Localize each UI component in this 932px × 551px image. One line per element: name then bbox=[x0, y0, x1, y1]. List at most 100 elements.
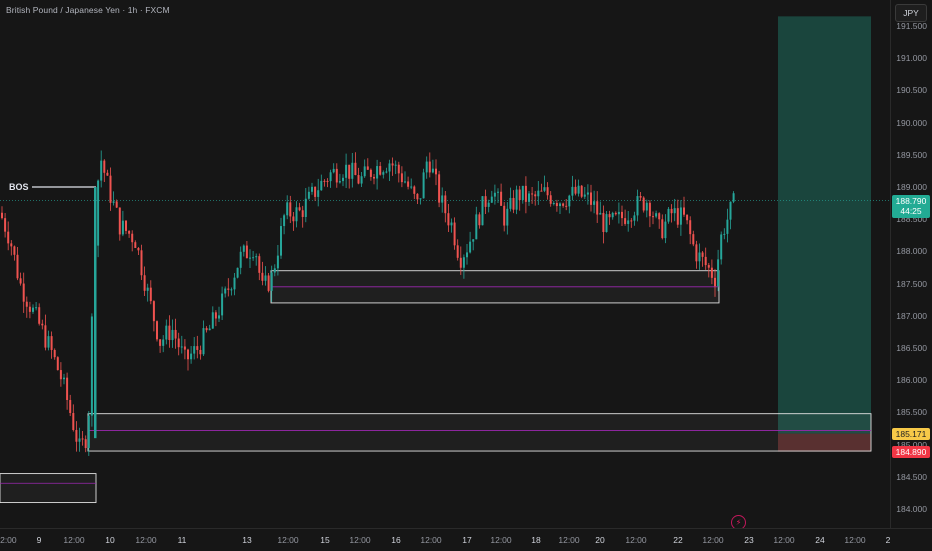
candle-body bbox=[149, 287, 152, 302]
candle-body bbox=[376, 166, 379, 179]
time-tick-label: 20 bbox=[595, 535, 605, 545]
candle-body bbox=[481, 196, 484, 226]
candle-body bbox=[50, 336, 53, 350]
time-tick-label: 12:00 bbox=[420, 535, 442, 545]
candle-body bbox=[664, 221, 667, 239]
candle-body bbox=[531, 193, 534, 195]
candle-body bbox=[655, 213, 658, 217]
candle-body bbox=[236, 267, 239, 278]
candle-body bbox=[661, 219, 664, 239]
candle-body bbox=[642, 197, 645, 211]
candle-body bbox=[283, 215, 286, 227]
candle-body bbox=[128, 230, 131, 234]
candle-body bbox=[571, 186, 574, 196]
candle-body bbox=[360, 176, 363, 184]
candle-body bbox=[450, 222, 453, 226]
candle-body bbox=[59, 370, 62, 380]
candle-body bbox=[112, 201, 115, 203]
candle-body bbox=[90, 316, 93, 416]
candle-body bbox=[280, 226, 282, 256]
candle-body bbox=[255, 256, 258, 258]
time-tick-label: 12:00 bbox=[625, 535, 647, 545]
candle-body bbox=[81, 438, 84, 440]
price-tick-label: 184.500 bbox=[896, 471, 927, 482]
candle-body bbox=[683, 207, 685, 215]
price-tick-label: 186.500 bbox=[896, 343, 927, 353]
candle-body bbox=[658, 213, 661, 220]
time-tick-label: 9 bbox=[36, 535, 42, 545]
candle-body bbox=[704, 256, 707, 266]
target-zone bbox=[778, 16, 871, 434]
candle-body bbox=[78, 438, 81, 442]
candle-body bbox=[245, 245, 248, 259]
candle-body bbox=[621, 211, 623, 219]
candle-body bbox=[667, 208, 670, 222]
price-tick-label: 185.500 bbox=[896, 407, 927, 418]
candle-body bbox=[509, 197, 512, 209]
candle-body bbox=[602, 212, 605, 233]
candle-body bbox=[388, 163, 391, 172]
price-tick-label: 184.000 bbox=[896, 504, 927, 514]
time-tick-label: 13 bbox=[242, 535, 252, 545]
candle-body bbox=[726, 219, 729, 234]
candle-body bbox=[478, 214, 481, 226]
time-tick-label: 10 bbox=[105, 535, 115, 545]
candle-body bbox=[252, 257, 255, 259]
price-axis[interactable]: 191.500 191.000 190.500 190.000 189.500 189.0… bbox=[890, 0, 932, 528]
stop-zone bbox=[778, 433, 871, 452]
candle-body bbox=[586, 192, 589, 195]
candle-body bbox=[199, 349, 202, 355]
candle-body bbox=[7, 231, 10, 244]
target-price-tag: 185.171 bbox=[892, 428, 930, 440]
time-tick-label: 12:00 bbox=[135, 535, 157, 545]
candle-body bbox=[425, 161, 428, 173]
currency-selector[interactable]: JPY bbox=[895, 4, 927, 22]
candle-body bbox=[261, 272, 264, 281]
candle-body bbox=[679, 207, 682, 225]
time-axis[interactable]: 12:00 9 12:00 10 12:00 11 13 12:00 15 12:00 16 12:0… bbox=[0, 528, 932, 551]
time-tick-label: 12:00 bbox=[702, 535, 724, 545]
symbol-title[interactable]: British Pound / Japanese Yen · 1h · FXCM bbox=[6, 5, 170, 15]
candle-body bbox=[307, 191, 310, 199]
candle-body bbox=[552, 203, 555, 205]
candle-body bbox=[103, 160, 106, 173]
time-tick-label: 12:00 bbox=[490, 535, 512, 545]
candle-body bbox=[503, 205, 506, 226]
candle-body bbox=[187, 349, 189, 360]
candlestick-chart[interactable] bbox=[0, 0, 890, 528]
candle-body bbox=[326, 180, 329, 182]
candle-body bbox=[459, 257, 462, 268]
candle-body bbox=[596, 201, 599, 215]
chart-area[interactable]: British Pound / Japanese Yen · 1h · FXCM… bbox=[0, 0, 890, 530]
candle-body bbox=[512, 197, 515, 210]
candle-body bbox=[56, 357, 59, 371]
candle-body bbox=[348, 164, 351, 179]
candle-body bbox=[555, 203, 558, 207]
demand-zone-lower bbox=[87, 413, 872, 452]
candle-body bbox=[723, 233, 726, 235]
time-tick-label: 2 bbox=[885, 535, 891, 545]
time-tick-label: 12:00 bbox=[63, 535, 85, 545]
time-tick-label: 16 bbox=[391, 535, 401, 545]
candle-body bbox=[487, 202, 490, 207]
candle-body bbox=[44, 325, 47, 348]
candle-body bbox=[720, 234, 723, 260]
time-tick-label: 15 bbox=[320, 535, 330, 545]
candle-body bbox=[28, 306, 31, 312]
candle-body bbox=[515, 189, 518, 210]
candle-body bbox=[652, 216, 654, 218]
candle-body bbox=[121, 220, 124, 235]
candle-body bbox=[249, 257, 251, 259]
candle-body bbox=[335, 168, 338, 183]
candle-body bbox=[397, 164, 400, 174]
candle-body bbox=[456, 245, 459, 258]
candle-body bbox=[475, 214, 478, 240]
price-tick-label: 190.500 bbox=[896, 85, 927, 96]
price-tick-label: 191.000 bbox=[896, 53, 927, 64]
candle-body bbox=[314, 186, 317, 197]
candle-body bbox=[162, 339, 165, 346]
current-price-tag: 188.790 44:25 bbox=[892, 195, 930, 218]
candle-body bbox=[208, 328, 211, 331]
candle-body bbox=[267, 275, 270, 291]
impulse-candle bbox=[94, 187, 97, 439]
